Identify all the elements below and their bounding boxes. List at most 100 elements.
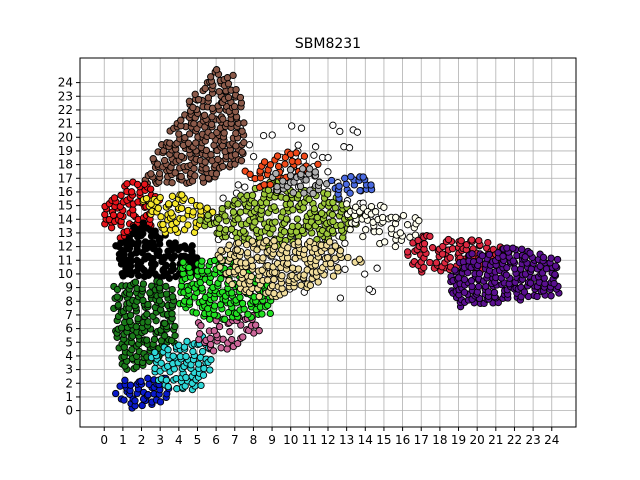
data-point xyxy=(196,216,204,224)
data-point xyxy=(346,189,354,197)
data-point xyxy=(183,337,191,346)
data-point xyxy=(329,272,338,280)
data-point xyxy=(225,241,233,249)
data-point xyxy=(264,276,272,284)
data-point xyxy=(151,348,159,357)
data-point xyxy=(146,289,154,297)
data-point xyxy=(502,271,511,279)
data-point xyxy=(233,246,241,254)
y-tick-label: 2 xyxy=(65,376,73,390)
data-point xyxy=(199,347,207,356)
data-point xyxy=(362,226,370,234)
data-point xyxy=(224,80,233,88)
data-point xyxy=(165,200,173,208)
x-tick-label: 24 xyxy=(544,433,559,447)
data-point xyxy=(300,245,309,254)
data-point xyxy=(227,225,236,233)
data-point xyxy=(392,213,400,222)
data-point xyxy=(113,293,121,301)
data-point xyxy=(467,277,476,285)
data-point xyxy=(189,347,197,356)
x-tick-label: 1 xyxy=(119,433,127,447)
data-point xyxy=(168,179,176,187)
data-point xyxy=(217,246,225,255)
data-point xyxy=(147,185,155,193)
data-point xyxy=(271,218,279,226)
data-point xyxy=(157,359,165,367)
data-point xyxy=(192,139,200,147)
data-point xyxy=(246,170,254,178)
data-point xyxy=(224,93,233,102)
data-point xyxy=(329,217,337,226)
data-point xyxy=(215,215,223,223)
data-point xyxy=(207,120,216,129)
data-point xyxy=(207,356,215,364)
data-point xyxy=(289,206,297,214)
data-point xyxy=(241,183,249,191)
data-point xyxy=(182,373,190,382)
data-point xyxy=(306,237,314,246)
data-point xyxy=(189,208,197,216)
data-point xyxy=(302,176,310,184)
data-point xyxy=(294,238,302,246)
data-point xyxy=(131,278,140,286)
y-tick-label: 17 xyxy=(58,171,73,185)
data-point xyxy=(336,294,345,302)
data-point xyxy=(131,397,139,405)
data-point xyxy=(161,332,169,340)
data-point xyxy=(444,235,453,244)
data-point xyxy=(297,281,305,289)
data-point xyxy=(300,189,308,197)
data-point xyxy=(185,130,194,138)
data-point xyxy=(204,211,212,219)
data-point xyxy=(426,258,434,267)
data-point xyxy=(155,247,163,255)
data-point xyxy=(188,242,196,250)
data-point xyxy=(149,254,157,263)
data-point xyxy=(251,218,259,226)
data-point xyxy=(446,254,454,262)
data-point xyxy=(197,381,205,390)
x-tick-label: 12 xyxy=(320,433,335,447)
data-point xyxy=(391,242,400,251)
x-tick-label: 17 xyxy=(414,433,429,447)
x-tick-label: 22 xyxy=(507,433,522,447)
y-tick-label: 10 xyxy=(58,267,73,281)
data-point xyxy=(190,164,198,173)
data-point xyxy=(167,209,175,217)
data-point xyxy=(144,374,152,382)
data-point xyxy=(212,66,221,74)
data-point xyxy=(475,269,484,278)
data-point xyxy=(475,282,483,291)
chart-title: SBM8231 xyxy=(295,36,361,52)
data-point xyxy=(168,310,176,318)
data-point xyxy=(207,340,215,349)
data-point xyxy=(210,327,218,335)
data-point xyxy=(234,239,243,247)
data-point xyxy=(126,381,135,389)
data-point xyxy=(468,236,476,244)
data-point xyxy=(311,168,319,176)
data-point xyxy=(162,290,171,298)
data-point xyxy=(231,151,240,159)
data-point xyxy=(268,131,276,139)
data-point xyxy=(208,113,216,121)
x-tick-label: 4 xyxy=(175,433,183,447)
data-point xyxy=(142,194,151,203)
data-point xyxy=(196,278,204,287)
data-point xyxy=(232,85,240,94)
data-point xyxy=(294,158,302,166)
data-point xyxy=(352,203,360,211)
y-tick-label: 16 xyxy=(58,185,73,199)
data-point xyxy=(343,200,351,208)
data-point xyxy=(294,265,303,273)
data-point xyxy=(336,127,344,136)
data-point xyxy=(315,178,324,186)
data-point xyxy=(298,226,307,235)
data-point xyxy=(169,293,177,301)
data-point xyxy=(120,396,128,404)
data-point xyxy=(185,298,194,306)
data-point xyxy=(209,347,218,355)
data-point xyxy=(117,191,125,199)
